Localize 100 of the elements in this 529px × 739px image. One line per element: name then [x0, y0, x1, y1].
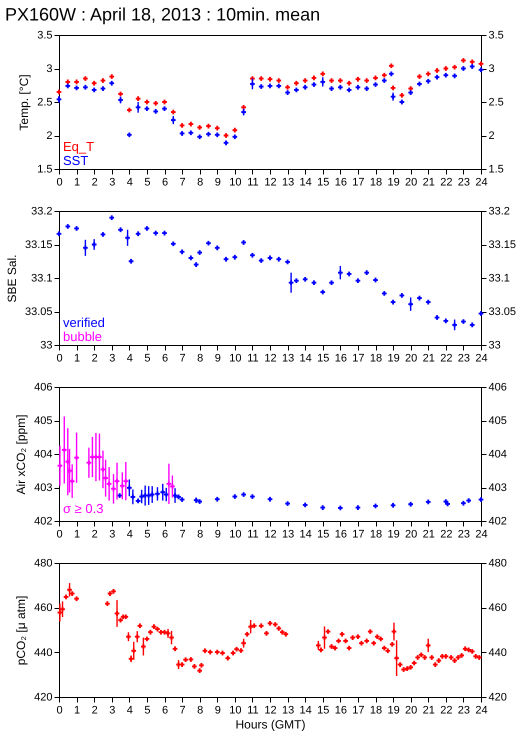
x-tick-label: 4 [126, 528, 133, 540]
x-tick-label: 24 [475, 528, 488, 540]
x-tick-label: 9 [214, 176, 221, 188]
x-tick-label: 10 [229, 352, 242, 364]
text: verified [63, 315, 105, 330]
x-tick-label: 9 [214, 704, 221, 716]
y-tick-label: 2 [46, 130, 52, 142]
x-tick-label: 23 [458, 528, 470, 540]
y2-tick-label: 440 [488, 646, 507, 659]
x-tick-label: 23 [458, 704, 470, 716]
chart-title: PX160W : April 18, 2013 : 10min. mean [4, 4, 320, 24]
x-tick-label: 3 [109, 704, 116, 716]
x-tick-label: 7 [180, 352, 186, 364]
y-tick-label: 402 [34, 516, 52, 528]
x-tick-label: 20 [405, 704, 418, 716]
x-tick-label: 23 [458, 176, 470, 188]
y-tick-label: 420 [34, 692, 52, 704]
x-tick-label: 15 [317, 352, 330, 364]
y2-tick-label: 1.5 [488, 164, 504, 176]
x-tick-label: 15 [317, 704, 330, 716]
x-tick-label: 22 [440, 352, 452, 364]
y-tick-label: 33.1 [31, 272, 52, 284]
x-tick-label: 6 [162, 352, 168, 364]
y-tick-label: 3.5 [37, 30, 52, 42]
x-tick-label: 24 [475, 704, 488, 716]
x-tick-label: 22 [440, 176, 452, 188]
x-tick-label: 19 [387, 176, 400, 188]
y-tick-label: 460 [34, 602, 52, 614]
x-tick-label: 13 [282, 176, 294, 188]
y2-tick-label: 480 [488, 558, 507, 570]
x-tick-label: 21 [422, 352, 435, 364]
x-tick-label: 9 [214, 352, 221, 364]
x-tick-label: 14 [300, 528, 312, 540]
y-tick-label: 1.5 [37, 164, 52, 176]
x-tick-label: 24 [475, 176, 488, 188]
y2-tick-label: 420 [488, 692, 507, 704]
x-tick-label: 0 [56, 528, 63, 540]
y2-tick-label: 33.1 [488, 272, 510, 284]
legend-label: bubble [63, 329, 102, 344]
x-tick-label: 19 [387, 528, 400, 540]
x-tick-label: 12 [264, 352, 277, 364]
x-tick-label: 13 [282, 528, 294, 540]
y-axis-title: pCO₂ [μ atm] [14, 596, 28, 666]
y-tick-label: 405 [34, 415, 52, 427]
x-tick-label: 21 [422, 176, 435, 188]
x-tick-label: 13 [282, 352, 294, 364]
x-tick-label: 5 [144, 528, 150, 540]
x-tick-label: 19 [387, 704, 400, 716]
y2-tick-label: 2 [488, 130, 495, 142]
x-tick-label: 8 [197, 176, 204, 188]
x-tick-label: 23 [458, 352, 470, 364]
y2-tick-label: 2.5 [488, 96, 504, 108]
x-tick-label: 0 [56, 352, 63, 364]
x-tick-label: 10 [229, 704, 242, 716]
x-tick-label: 3 [109, 176, 116, 188]
x-tick-label: 7 [180, 176, 186, 188]
x-tick-label: 18 [370, 528, 382, 540]
x-tick-label: 1 [74, 176, 80, 188]
y2-tick-label: 33.2 [488, 206, 510, 218]
x-tick-label: 1 [74, 352, 80, 364]
y-axis-title: Air xCO₂ [ppm] [14, 414, 28, 495]
x-tick-label: 2 [92, 176, 98, 188]
y-tick-label: 440 [34, 646, 52, 659]
x-tick-label: 0 [56, 704, 63, 716]
x-tick-label: 7 [180, 704, 186, 716]
x-tick-label: 3 [109, 528, 116, 540]
y-tick-label: 406 [34, 382, 52, 394]
y-tick-label: 403 [34, 482, 52, 494]
x-tick-label: 17 [352, 528, 365, 540]
x-tick-label: 18 [370, 352, 382, 364]
y-tick-label: 2.5 [37, 96, 52, 108]
x-tick-label: 0 [56, 176, 63, 188]
x-tick-label: 6 [162, 176, 168, 188]
x-tick-label: 6 [162, 528, 168, 540]
y2-tick-label: 3 [488, 63, 495, 75]
x-tick-label: 17 [352, 352, 365, 364]
text: SST [63, 153, 88, 168]
x-tick-label: 16 [334, 352, 347, 364]
y-tick-label: 33.2 [31, 206, 52, 218]
x-tick-label: 7 [180, 528, 186, 540]
x-tick-label: 2 [92, 704, 98, 716]
x-tick-label: 5 [144, 704, 150, 716]
x-tick-label: 14 [300, 704, 312, 716]
x-tick-label: 18 [370, 704, 382, 716]
x-tick-label: 13 [282, 704, 294, 716]
text: Eq_T [63, 139, 94, 154]
x-tick-label: 12 [264, 704, 277, 716]
y-axis-title: Temp. [°C] [17, 74, 32, 131]
x-tick-label: 8 [197, 352, 204, 364]
x-tick-label: 10 [229, 176, 242, 188]
x-tick-label: 11 [247, 176, 259, 188]
x-tick-label: 4 [126, 176, 133, 188]
x-tick-label: 2 [92, 352, 98, 364]
y-tick-label: 33.05 [24, 306, 52, 318]
y2-tick-label: 404 [488, 448, 507, 460]
x-tick-label: 18 [370, 176, 382, 188]
x-tick-label: 9 [214, 528, 221, 540]
y-axis-title: SBE Sal. [4, 254, 19, 303]
x-tick-label: 17 [352, 176, 365, 188]
x-tick-label: 1 [74, 704, 80, 716]
